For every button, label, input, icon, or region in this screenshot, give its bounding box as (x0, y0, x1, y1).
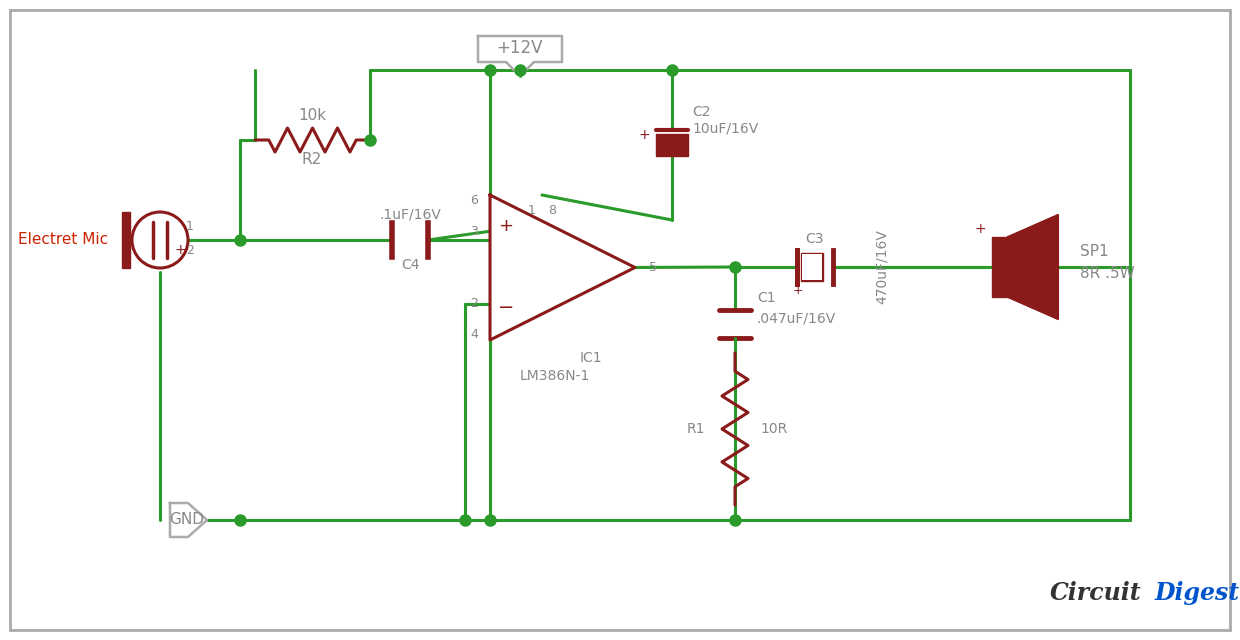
Text: 2: 2 (470, 297, 477, 310)
Text: 2: 2 (186, 243, 193, 257)
Text: 10uF/16V: 10uF/16V (692, 121, 758, 135)
Text: 6: 6 (470, 195, 477, 207)
Text: R1: R1 (687, 422, 706, 436)
Text: .1uF/16V: .1uF/16V (379, 207, 441, 221)
Text: .047uF/16V: .047uF/16V (756, 311, 836, 325)
Text: +: + (498, 217, 513, 236)
Text: +: + (975, 222, 986, 236)
Text: 5: 5 (649, 261, 657, 274)
Text: Circuit: Circuit (1050, 581, 1142, 605)
Text: +: + (174, 243, 186, 257)
Bar (802, 254, 822, 280)
Text: 10R: 10R (760, 422, 787, 436)
Text: Digest: Digest (1154, 581, 1240, 605)
Bar (804, 257, 818, 277)
Text: −: − (497, 298, 515, 317)
Text: +: + (792, 285, 804, 298)
Polygon shape (1008, 215, 1058, 319)
Bar (801, 253, 823, 281)
Bar (802, 254, 822, 280)
Text: 1: 1 (528, 205, 536, 218)
Text: LM386N-1: LM386N-1 (520, 369, 590, 383)
Bar (801, 253, 823, 281)
Text: C2: C2 (692, 105, 711, 119)
Text: +: + (639, 128, 650, 142)
Text: +12V: +12V (497, 39, 543, 57)
Text: Electret Mic: Electret Mic (17, 232, 108, 248)
Text: IC1: IC1 (580, 351, 603, 365)
Text: 10k: 10k (298, 109, 326, 124)
Bar (122, 212, 130, 268)
Text: 8: 8 (548, 205, 556, 218)
Text: C3: C3 (806, 232, 825, 246)
Text: C4: C4 (401, 258, 419, 272)
Text: 4: 4 (470, 328, 477, 340)
Text: 1: 1 (186, 220, 193, 232)
Text: GND: GND (170, 513, 205, 527)
Text: C1: C1 (756, 291, 776, 305)
Polygon shape (477, 36, 562, 76)
Text: R2: R2 (301, 152, 322, 168)
Text: 3: 3 (470, 225, 477, 237)
Polygon shape (490, 195, 635, 340)
Text: 470uF/16V: 470uF/16V (875, 230, 889, 305)
Bar (992, 237, 1008, 297)
Text: 8R .5W: 8R .5W (1080, 266, 1135, 282)
Bar (656, 134, 688, 156)
Text: SP1: SP1 (1080, 244, 1109, 259)
Polygon shape (170, 503, 207, 537)
